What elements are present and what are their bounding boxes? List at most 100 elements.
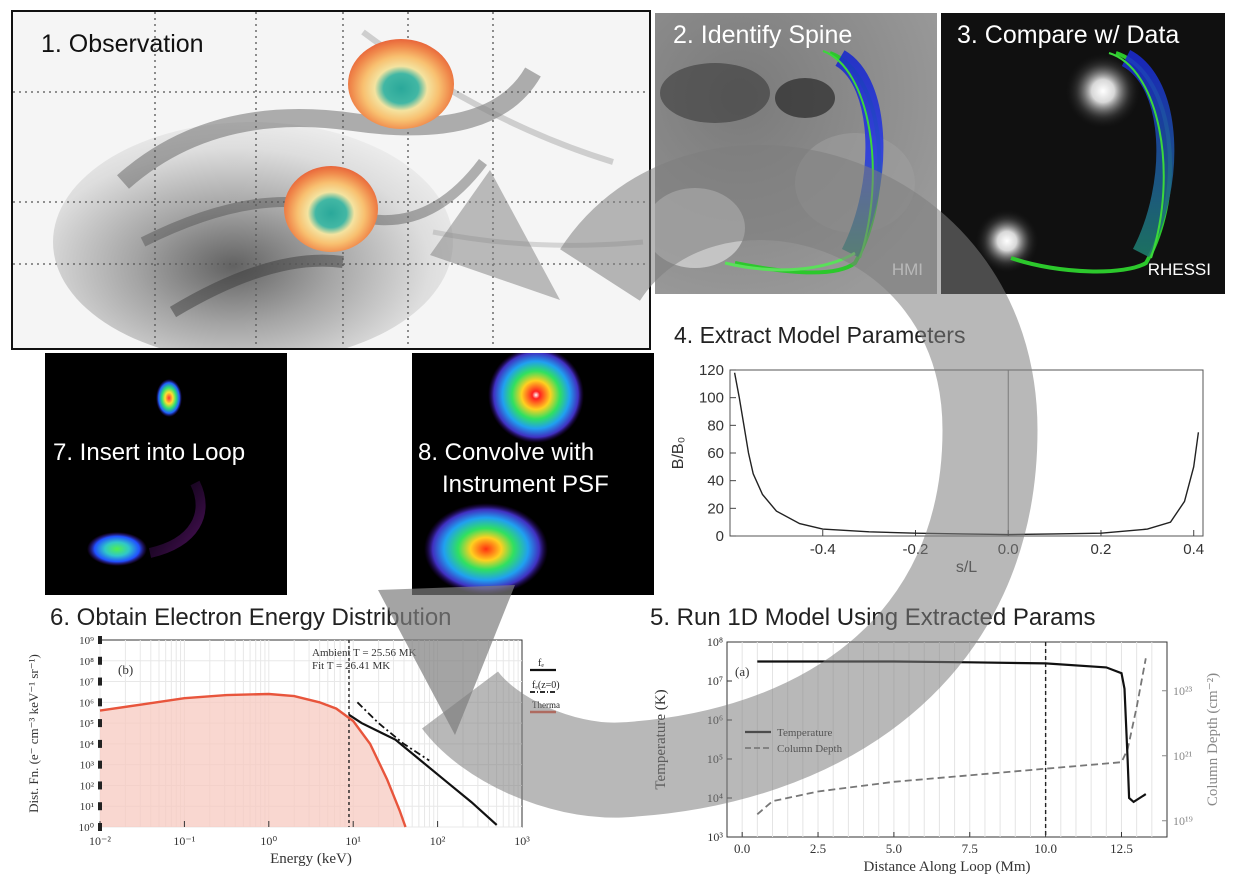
title-insert-loop: 7. Insert into Loop: [53, 439, 246, 466]
panel-label: (a): [735, 664, 749, 679]
y-tick-label-left: 10⁸: [707, 635, 723, 649]
x-tick-label: 7.5: [962, 841, 978, 856]
title-electron-energy: 6. Obtain Electron Energy Distribution: [50, 604, 452, 631]
chart-run-1d-model: 0.0 2.5 5.0 7.5 10.0 12.5 10³ 10⁴ 10⁵ 10⁶ 10⁷ 10⁸ 10…: [653, 635, 1221, 875]
x-tick-label: 10⁻¹: [173, 834, 195, 848]
title-extract-params: 4. Extract Model Parameters: [674, 322, 966, 348]
panel-extract-params: 4. Extract Model Parameters -0.4 -0.2 0.0 0…: [655, 300, 1233, 590]
legend-label-fe: fₑ: [538, 658, 544, 669]
y-tick-label-left: 10⁵: [707, 752, 723, 766]
x-tick-label: 2.5: [810, 841, 826, 856]
y-axis-label-right: Column Depth (cm⁻²): [1205, 673, 1221, 806]
y-tick-label: 40: [707, 473, 724, 490]
panel-compare-data: 3. Compare w/ Data RHESSI: [941, 13, 1225, 294]
y-tick-label: 120: [699, 362, 724, 379]
y-tick-label: 10⁴: [79, 739, 94, 751]
y-tick-label-left: 10⁴: [707, 791, 723, 805]
y-tick-label: 10³: [80, 760, 95, 772]
hmi-magnetogram: [655, 13, 937, 294]
annotation-ambient-temperature: Ambient T = 25.56 MK: [312, 647, 417, 659]
y-tick-label-left: 10⁶: [707, 713, 723, 727]
panel-observation: 1. Observation: [11, 10, 651, 350]
label-rhessi: RHESSI: [1147, 260, 1211, 279]
legend-label-thermal-fit: Thermal Fit: [532, 700, 560, 710]
x-tick-label: 10¹: [345, 834, 361, 848]
y-tick-label: 80: [707, 417, 724, 434]
y-tick-label: 10⁰: [79, 822, 95, 834]
legend-label-temperature: Temperature: [777, 727, 833, 739]
panel-electron-energy: 6. Obtain Electron Energy Distribution 1…: [0, 600, 560, 882]
y-axis-label-left: Temperature (K): [653, 689, 669, 789]
x-tick-label: -0.2: [903, 541, 929, 558]
title-convolve-line2: Instrument PSF: [442, 471, 609, 498]
y-tick-label: 0: [716, 528, 724, 545]
y-tick-label-right: 10²¹: [1173, 749, 1193, 763]
y-tick: [98, 698, 102, 707]
x-axis-label: s/L: [956, 559, 977, 576]
y-tick-label: 10⁵: [79, 718, 94, 730]
y-tick: [98, 719, 102, 728]
y-tick-label: 10²: [80, 780, 95, 792]
x-tick-label: 10³: [514, 834, 530, 848]
y-tick-label: 10⁶: [79, 697, 94, 709]
title-convolve-line1: 8. Convolve with: [418, 439, 595, 466]
x-tick-label: 10⁻²: [89, 834, 111, 848]
x-tick-label: 0.0: [734, 841, 750, 856]
loop-emission-image: [45, 353, 287, 595]
title-observation: 1. Observation: [41, 30, 204, 58]
y-tick-label-right: 10²³: [1173, 684, 1193, 698]
y-axis-label: Dist. Fn. (e⁻ cm⁻³ keV⁻¹ sr⁻¹): [26, 654, 41, 813]
x-tick-label: 10.0: [1034, 841, 1057, 856]
y-tick-label: 10⁹: [79, 635, 94, 647]
chart-electron-energy: 10⁻² 10⁻¹ 10⁰ 10¹ 10² 10³ 10⁰ 10¹ 10² 10³ 10⁴ 10⁵ 10…: [26, 635, 560, 867]
y-tick: [98, 823, 102, 831]
x-tick-label: 5.0: [886, 841, 902, 856]
panel-label: (b): [118, 662, 133, 677]
y-tick: [98, 677, 102, 686]
hxr-footpoint-upper: [348, 39, 454, 129]
x-tick-label: -0.4: [810, 541, 836, 558]
y-tick-label-left: 10⁷: [707, 674, 723, 688]
panel-convolve-psf: 8. Convolve with Instrument PSF: [412, 353, 654, 595]
y-tick-label-right: 10¹⁹: [1173, 814, 1193, 828]
title-run-model: 5. Run 1D Model Using Extracted Params: [650, 604, 1096, 631]
panel-insert-loop: 7. Insert into Loop: [45, 353, 287, 595]
x-tick-label: 0.4: [1183, 541, 1204, 558]
panel-run-model: 5. Run 1D Model Using Extracted Params 0…: [645, 598, 1233, 882]
y-tick: [98, 739, 102, 748]
panel-identify-spine: 2. Identify Spine HMI: [655, 13, 937, 294]
observation-image: [13, 12, 649, 348]
y-tick-label: 10¹: [80, 801, 94, 813]
y-tick: [98, 636, 102, 644]
x-axis-label: Distance Along Loop (Mm): [863, 859, 1030, 875]
y-axis-label: B/B₀: [670, 437, 687, 469]
legend-label-column-depth: Column Depth: [777, 743, 843, 755]
y-tick-label: 10⁸: [79, 656, 94, 668]
legend-label-fe-z0: fₑ(z=0): [532, 680, 560, 691]
y-tick-label: 100: [699, 390, 724, 407]
x-tick-label: 0.0: [998, 541, 1019, 558]
y-tick: [98, 760, 102, 769]
x-tick-label: 10⁰: [260, 834, 277, 848]
x-axis-label: Energy (keV): [270, 851, 352, 867]
y-tick-label: 60: [707, 445, 724, 462]
y-tick: [98, 781, 102, 790]
plot-frame: [726, 641, 1168, 838]
plot-frame: [729, 369, 1204, 537]
x-tick-label: 12.5: [1110, 841, 1133, 856]
rhessi-image: [941, 13, 1225, 294]
x-tick-label: 0.2: [1091, 541, 1112, 558]
x-tick-label: 10²: [430, 834, 446, 848]
y-tick-label: 20: [707, 500, 724, 517]
title-identify-spine: 2. Identify Spine: [673, 21, 853, 49]
title-compare-data: 3. Compare w/ Data: [957, 21, 1180, 49]
y-tick-label-left: 10³: [707, 830, 723, 844]
hxr-footpoint-lower: [284, 166, 378, 252]
y-tick: [98, 656, 102, 665]
series-line-thermal-fit: [99, 692, 407, 828]
y-tick: [98, 802, 102, 811]
chart-model-parameters: -0.4 -0.2 0.0 0.2 0.4 0 20 40 60 80 100 120 s/L B/B₀: [670, 362, 1204, 576]
label-hmi: HMI: [891, 260, 923, 279]
y-tick-label: 10⁷: [79, 677, 94, 689]
thermal-fill-area: [100, 694, 406, 827]
